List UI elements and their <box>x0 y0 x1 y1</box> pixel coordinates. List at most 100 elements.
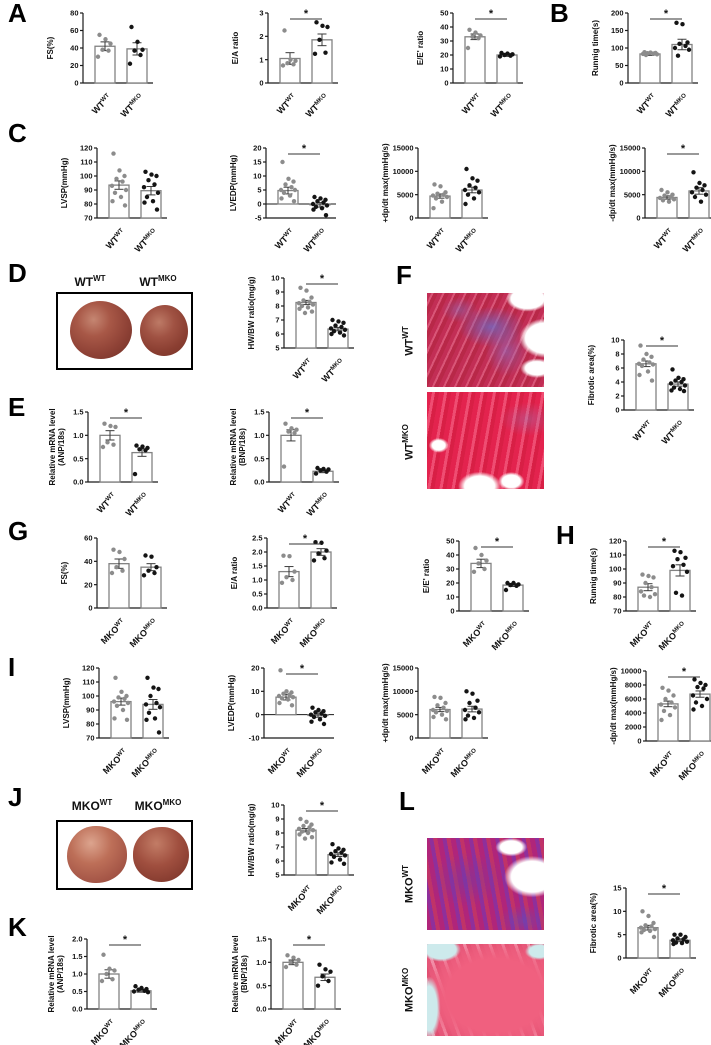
svg-text:WTMKO: WTMKO <box>119 92 146 119</box>
heart-image-wt-mko <box>140 305 188 356</box>
svg-text:E/A ratio: E/A ratio <box>230 557 239 590</box>
svg-text:10000: 10000 <box>393 167 414 176</box>
svg-text:110: 110 <box>609 551 621 560</box>
svg-text:0: 0 <box>619 79 623 88</box>
svg-text:15: 15 <box>253 158 261 167</box>
heart-photo-label-mko-mko: MKOMKO <box>134 798 182 813</box>
svg-text:80: 80 <box>613 593 621 602</box>
svg-text:3: 3 <box>259 9 263 18</box>
svg-text:100: 100 <box>82 692 95 701</box>
histology-label-mko-mko: MKOMKO <box>401 967 416 1013</box>
svg-text:0.0: 0.0 <box>73 478 83 487</box>
svg-text:WTMKO: WTMKO <box>124 491 151 518</box>
svg-text:6: 6 <box>275 857 279 866</box>
svg-text:80: 80 <box>86 720 94 729</box>
svg-text:0: 0 <box>88 604 92 613</box>
heart-photo-label-wt-wt: WTWT <box>74 274 106 289</box>
svg-text:90: 90 <box>86 706 94 715</box>
svg-text:4: 4 <box>615 378 620 387</box>
svg-text:WTWT: WTWT <box>276 491 300 515</box>
svg-text:0.5: 0.5 <box>73 454 83 463</box>
svg-text:*: * <box>303 533 308 545</box>
svg-text:7: 7 <box>275 843 279 852</box>
svg-text:*: * <box>662 536 667 548</box>
svg-text:0: 0 <box>74 79 78 88</box>
chart-dpdt-max-neg-mko: 0 2000 4000 6000 8000 10000 -dp/dt max(mmHg/s)… <box>600 661 711 793</box>
svg-text:10: 10 <box>440 65 448 74</box>
svg-text:70: 70 <box>86 734 94 743</box>
chart-fibrotic-area-wt: 0 2 4 6 8 10 Fibrotic area(%) * WTWT WTMKO <box>578 330 711 462</box>
svg-text:9: 9 <box>275 815 279 824</box>
svg-text:MKOMKO: MKOMKO <box>128 617 160 649</box>
svg-text:6: 6 <box>615 364 619 373</box>
svg-text:10: 10 <box>271 274 279 283</box>
histology-label-mko-wt: MKOWT <box>401 864 416 904</box>
chart-fibrotic-area-mko: 0 5 10 15 Fibrotic area(%) * MKOWT MKOMKO <box>580 878 711 1010</box>
svg-text:150: 150 <box>611 26 624 35</box>
chart-hwbw-ratio-mko: 5 6 7 8 9 10 HW/BW ratio(mg/g) * MKOWT MKOMKO <box>238 795 372 927</box>
svg-text:MKOWT: MKOWT <box>628 620 657 649</box>
svg-text:1.5: 1.5 <box>73 408 83 417</box>
svg-text:5000: 5000 <box>397 710 414 719</box>
svg-text:Fibrotic area(%): Fibrotic area(%) <box>587 344 596 405</box>
svg-text:Runnig time(s): Runnig time(s) <box>589 548 598 604</box>
chart-lvsp-wt: 70 80 90 100 110 120 LVSP(mmHg) WTWT WTMKO <box>51 138 185 270</box>
svg-text:WTWT: WTWT <box>425 227 449 251</box>
svg-text:WTMKO: WTMKO <box>302 227 329 254</box>
svg-text:Fibrotic area(%): Fibrotic area(%) <box>589 892 598 953</box>
svg-text:*: * <box>302 143 307 155</box>
svg-text:5: 5 <box>275 871 279 880</box>
svg-text:1.5: 1.5 <box>72 952 82 961</box>
svg-text:10: 10 <box>271 801 279 810</box>
svg-text:1.0: 1.0 <box>73 431 83 440</box>
svg-text:WTWT: WTWT <box>275 92 299 116</box>
histology-image-mko-mko <box>427 944 544 1036</box>
svg-text:5: 5 <box>257 186 261 195</box>
svg-text:*: * <box>305 407 310 419</box>
svg-text:0: 0 <box>615 406 619 415</box>
svg-text:4000: 4000 <box>625 709 642 718</box>
svg-text:8: 8 <box>275 302 279 311</box>
svg-text:MKOMKO: MKOMKO <box>657 967 689 999</box>
svg-text:MKOMKO: MKOMKO <box>298 617 330 649</box>
chart-running-time-mko: 70 80 90 100 110 120 Runnig time(s) * MKOWT MKOMK… <box>580 531 711 663</box>
svg-text:Relative mRNA level: Relative mRNA level <box>48 408 57 485</box>
panel-letter-f: F <box>396 260 412 290</box>
panel-letter-a: A <box>8 0 27 28</box>
svg-text:20: 20 <box>251 664 259 673</box>
chart-ee-ratio-wt: 0 10 20 30 40 50 E/E' ratio * WTWT WTMKO <box>407 3 541 135</box>
svg-text:90: 90 <box>613 579 621 588</box>
svg-text:10000: 10000 <box>393 687 414 696</box>
svg-text:50: 50 <box>615 61 623 70</box>
svg-text:100: 100 <box>80 172 93 181</box>
svg-text:*: * <box>320 800 325 812</box>
svg-text:E/A ratio: E/A ratio <box>231 32 240 65</box>
svg-text:0: 0 <box>636 214 640 223</box>
svg-text:0.5: 0.5 <box>254 454 264 463</box>
svg-text:WTWT: WTWT <box>635 92 659 116</box>
svg-text:*: * <box>495 536 500 548</box>
panel-letter-i: I <box>8 652 16 682</box>
svg-text:MKOMKO: MKOMKO <box>657 620 689 652</box>
svg-text:10: 10 <box>251 687 259 696</box>
svg-text:LVEDP(mmHg): LVEDP(mmHg) <box>229 155 238 212</box>
svg-text:90: 90 <box>84 186 92 195</box>
heart-photo-label-wt-mko: WTMKO <box>139 274 177 289</box>
svg-text:*: * <box>123 934 128 946</box>
chart-ea-ratio-wt: 0 1 2 3 E/A ratio * WTWT WTMKO <box>222 3 356 135</box>
svg-text:8000: 8000 <box>625 681 642 690</box>
svg-text:5: 5 <box>275 344 279 353</box>
svg-text:10: 10 <box>611 336 619 345</box>
chart-fs-wt: 0 20 40 60 80 FS(%) WTWT WTMKO <box>37 3 171 135</box>
svg-text:0: 0 <box>409 734 413 743</box>
svg-text:MKOWT: MKOWT <box>266 747 295 776</box>
chart-lvedp-mko: -10 0 10 20 LVEDP(mmHg) * MKOWT MKOMKO <box>218 658 352 790</box>
svg-text:6: 6 <box>275 330 279 339</box>
svg-text:WTWT: WTWT <box>631 419 655 443</box>
svg-text:6000: 6000 <box>625 695 642 704</box>
panel-letter-l: L <box>399 786 415 816</box>
svg-text:*: * <box>682 666 687 678</box>
svg-text:30: 30 <box>446 565 454 574</box>
svg-text:10000: 10000 <box>620 167 641 176</box>
svg-text:9: 9 <box>275 288 279 297</box>
